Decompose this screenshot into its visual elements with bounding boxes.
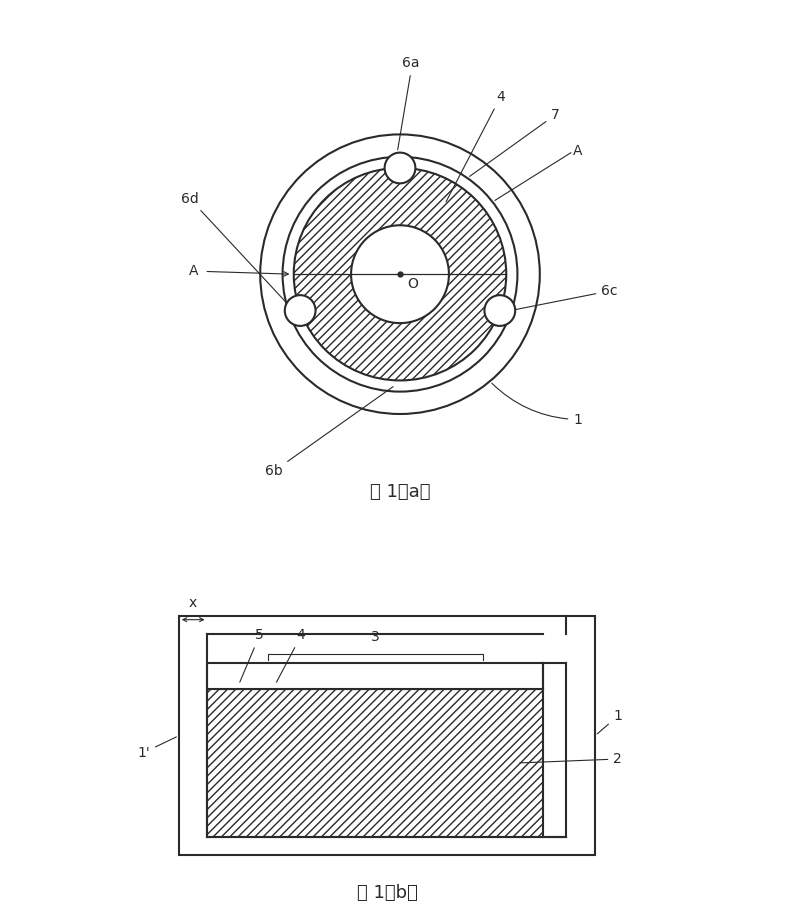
Circle shape bbox=[485, 295, 515, 326]
Text: 1: 1 bbox=[492, 383, 582, 427]
Circle shape bbox=[260, 134, 540, 414]
Text: 4: 4 bbox=[446, 90, 505, 202]
Circle shape bbox=[351, 225, 449, 324]
Text: O: O bbox=[407, 277, 418, 291]
Text: x: x bbox=[189, 596, 198, 611]
Bar bbox=[207, 663, 543, 689]
Text: 7: 7 bbox=[470, 108, 560, 176]
Text: 6a: 6a bbox=[398, 56, 420, 150]
Text: A: A bbox=[574, 144, 583, 158]
Text: 5: 5 bbox=[240, 629, 264, 682]
Text: 2: 2 bbox=[520, 752, 622, 766]
Text: 3: 3 bbox=[371, 630, 380, 643]
Text: 图 1（b）: 图 1（b） bbox=[357, 884, 418, 902]
Text: 图 1（a）: 图 1（a） bbox=[370, 484, 430, 501]
Bar bbox=[179, 616, 595, 856]
Text: A: A bbox=[190, 264, 198, 279]
Text: 4: 4 bbox=[277, 629, 306, 682]
Text: 6b: 6b bbox=[265, 387, 393, 478]
Bar bbox=[179, 616, 595, 856]
Circle shape bbox=[385, 153, 415, 184]
Text: 6c: 6c bbox=[514, 284, 618, 310]
Text: 6d: 6d bbox=[181, 192, 287, 303]
Text: 1': 1' bbox=[138, 737, 176, 760]
Bar bbox=[207, 689, 543, 837]
Text: 1: 1 bbox=[598, 709, 622, 734]
Circle shape bbox=[285, 295, 315, 326]
Circle shape bbox=[294, 168, 506, 380]
